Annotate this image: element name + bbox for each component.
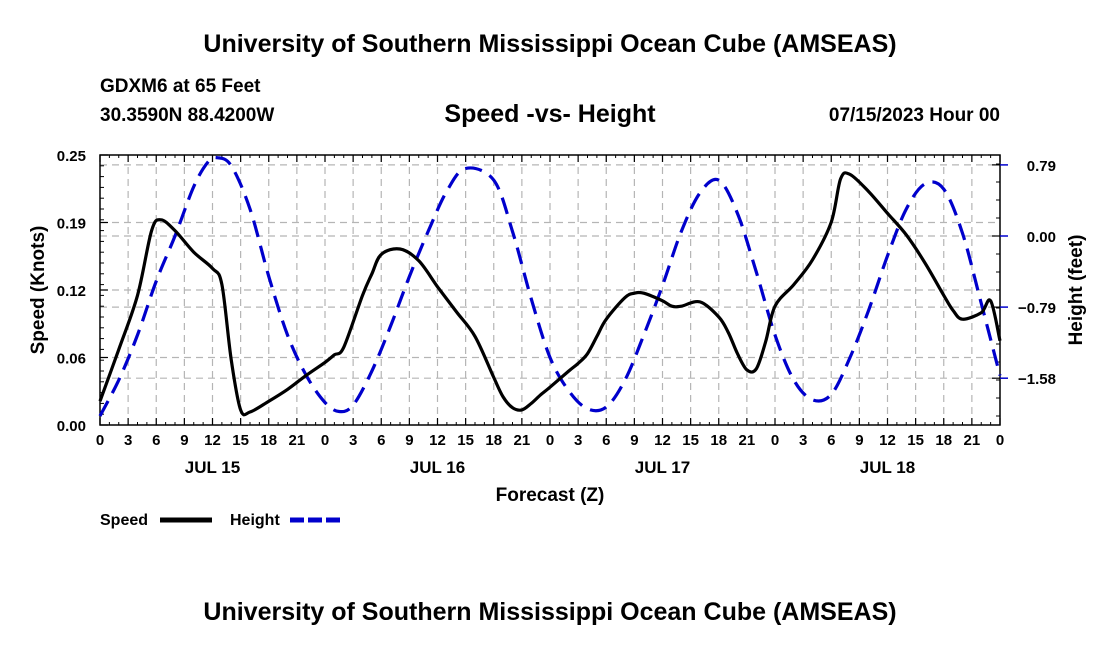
x-tick-label: 15 (457, 432, 474, 449)
x-tick-label: 3 (124, 432, 132, 449)
x-tick-label: 0 (996, 432, 1004, 449)
x-tick-label: 9 (855, 432, 863, 449)
x-tick-label: 21 (739, 432, 756, 449)
day-label: JUL 18 (860, 458, 915, 477)
x-tick-label: 12 (429, 432, 446, 449)
y2-tick-label: 0.79 (1027, 158, 1056, 175)
x-tick-label: 0 (771, 432, 779, 449)
chart-subtitle: Speed -vs- Height (444, 100, 656, 128)
x-tick-label: 15 (907, 432, 924, 449)
y-tick-label: 0.00 (57, 418, 86, 435)
x-tick-label: 12 (879, 432, 896, 449)
legend: Speed Height (100, 512, 342, 529)
x-tick-label: 0 (96, 432, 104, 449)
day-label: JUL 16 (410, 458, 465, 477)
x-tick-label: 3 (574, 432, 582, 449)
x-tick-label: 15 (232, 432, 249, 449)
x-tick-label: 21 (964, 432, 981, 449)
y-tick-label: 0.12 (57, 283, 86, 300)
day-label: JUL 17 (635, 458, 690, 477)
y2-tick-label: −0.79 (1018, 300, 1056, 317)
x-tick-label: 6 (152, 432, 160, 449)
axis-labels: 0 3 6 9 12 15 18 21 0 3 6 9 12 15 18 21 0 3 6 9 12 15 18 21 0 3 6 9… (28, 148, 1087, 506)
x-tick-label: 12 (654, 432, 671, 449)
chart-title: University of Southern Mississippi Ocean… (203, 30, 897, 58)
x-tick-label: 15 (682, 432, 699, 449)
station-label: GDXM6 at 65 Feet (100, 76, 261, 97)
series (98, 155, 1002, 417)
x-tick-label: 0 (321, 432, 329, 449)
y2-tick-label: −1.58 (1018, 371, 1056, 388)
x-tick-label: 9 (180, 432, 188, 449)
x-tick-label: 9 (405, 432, 413, 449)
legend-label-height: Height (230, 512, 280, 529)
y-tick-label: 0.06 (57, 351, 86, 368)
x-tick-label: 9 (630, 432, 638, 449)
x-tick-label: 21 (289, 432, 306, 449)
x-tick-label: 18 (935, 432, 952, 449)
height-series-line (98, 155, 1002, 417)
x-tick-label: 6 (602, 432, 610, 449)
y-tick-label: 0.19 (57, 216, 86, 233)
x-tick-label: 6 (377, 432, 385, 449)
y-axis-title: Speed (Knots) (28, 226, 49, 355)
y-tick-label: 0.25 (57, 148, 86, 165)
x-tick-label: 18 (260, 432, 277, 449)
speed-series-line (98, 171, 1002, 417)
x-tick-label: 18 (485, 432, 502, 449)
legend-label-speed: Speed (100, 512, 148, 529)
x-tick-label: 3 (799, 432, 807, 449)
x-tick-label: 18 (710, 432, 727, 449)
x-tick-label: 6 (827, 432, 835, 449)
datetime-label: 07/15/2023 Hour 00 (828, 105, 1000, 126)
y2-tick-label: 0.00 (1027, 229, 1056, 246)
footer-title: University of Southern Mississippi Ocean… (203, 598, 897, 626)
x-tick-label: 12 (204, 432, 221, 449)
coordinates-label: 30.3590N 88.4200W (100, 105, 275, 126)
x-tick-label: 21 (514, 432, 531, 449)
day-label: JUL 15 (185, 458, 240, 477)
x-tick-label: 3 (349, 432, 357, 449)
x-tick-label: 0 (546, 432, 554, 449)
axis-ticks (99, 154, 1008, 426)
y2-axis-title: Height (feet) (1066, 235, 1087, 346)
x-axis-title: Forecast (Z) (496, 485, 605, 506)
